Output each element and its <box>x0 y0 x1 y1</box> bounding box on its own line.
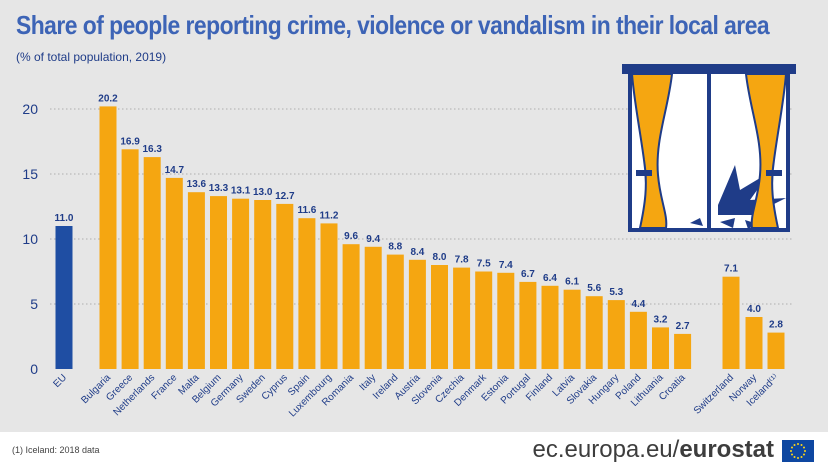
value-label: 5.3 <box>609 287 623 298</box>
value-label: 16.3 <box>142 144 162 155</box>
bar <box>143 157 161 369</box>
footnote: (1) Iceland: 2018 data <box>12 445 100 455</box>
y-tick-label: 0 <box>30 361 38 377</box>
value-label: 9.6 <box>344 231 358 242</box>
value-label: 7.4 <box>499 260 513 271</box>
value-label: 6.1 <box>565 277 579 288</box>
bar <box>55 226 73 369</box>
bar <box>254 200 272 369</box>
bar <box>519 281 537 369</box>
y-tick-label: 20 <box>22 101 38 117</box>
bar <box>320 223 338 369</box>
value-labels: 11.0 20.2 16.916.314.713.6 13.3 13.1 13.0 12.7… <box>55 93 784 332</box>
y-axis-ticks: 0 5 10 15 20 <box>22 101 38 377</box>
value-label: 7.5 <box>477 259 491 270</box>
bar <box>298 218 316 369</box>
bar <box>652 327 669 369</box>
eurostat-site-link[interactable]: ec.europa.eu/eurostat <box>533 436 774 464</box>
bar <box>342 244 360 369</box>
value-label: 4.4 <box>631 299 645 310</box>
bar <box>722 276 740 369</box>
chart-title: Share of people reporting crime, violenc… <box>16 10 770 40</box>
value-label: 14.7 <box>165 165 185 176</box>
site-brand: eurostat <box>679 436 774 463</box>
bar <box>475 271 493 369</box>
value-label: 8.0 <box>433 252 447 263</box>
chart-subtitle: (% of total population, 2019) <box>16 50 167 64</box>
y-tick-label: 5 <box>30 296 38 312</box>
value-label: 3.2 <box>654 314 668 325</box>
value-label: 7.8 <box>455 255 469 266</box>
broken-window-illustration <box>622 64 796 232</box>
bar <box>607 300 625 369</box>
value-label: 13.6 <box>187 179 207 190</box>
bar <box>563 289 581 369</box>
bar <box>210 196 227 369</box>
value-label: 16.9 <box>120 136 140 147</box>
value-label: 4.0 <box>747 304 761 315</box>
category-label: EU <box>52 372 70 390</box>
value-label: 8.4 <box>410 247 424 258</box>
y-tick-label: 10 <box>22 231 38 247</box>
value-label: 6.4 <box>543 273 557 284</box>
site-prefix: ec.europa.eu/ <box>532 436 680 463</box>
bar <box>187 192 205 369</box>
value-label: 11.0 <box>55 213 74 224</box>
value-label: 5.6 <box>587 283 601 294</box>
value-label: 9.4 <box>366 234 380 245</box>
bars <box>55 106 785 370</box>
bar <box>165 177 183 369</box>
value-label: 2.8 <box>769 320 783 331</box>
bar <box>121 149 139 369</box>
value-label: 12.7 <box>275 191 295 202</box>
footer <box>0 432 828 469</box>
value-label: 11.2 <box>320 210 339 221</box>
category-label: France <box>150 372 180 402</box>
value-label: 6.7 <box>521 269 535 280</box>
eu-flag-icon <box>782 440 814 462</box>
value-label: 11.6 <box>297 205 316 216</box>
bar <box>386 254 404 369</box>
bar <box>276 203 294 369</box>
value-label: 2.7 <box>676 321 690 332</box>
value-label: 13.0 <box>253 187 273 198</box>
bar <box>364 246 382 369</box>
bar <box>99 106 117 370</box>
value-label: 7.1 <box>724 264 738 275</box>
bar <box>497 272 515 369</box>
bar <box>541 285 559 369</box>
value-label: 13.3 <box>209 183 229 194</box>
bar <box>767 332 785 369</box>
bar <box>585 296 603 369</box>
y-tick-label: 15 <box>22 166 38 182</box>
bar <box>408 259 426 369</box>
value-label: 8.8 <box>388 242 402 253</box>
value-label: 13.1 <box>231 186 251 197</box>
bar <box>674 333 692 369</box>
x-axis-labels: EU BulgariaGreeceNetherlandsFranceMaltaBe… <box>52 372 782 420</box>
bar <box>431 265 448 369</box>
bar <box>232 198 250 369</box>
bar <box>453 267 471 369</box>
bar <box>629 311 647 369</box>
value-label: 20.2 <box>98 93 118 104</box>
bar <box>745 317 763 369</box>
